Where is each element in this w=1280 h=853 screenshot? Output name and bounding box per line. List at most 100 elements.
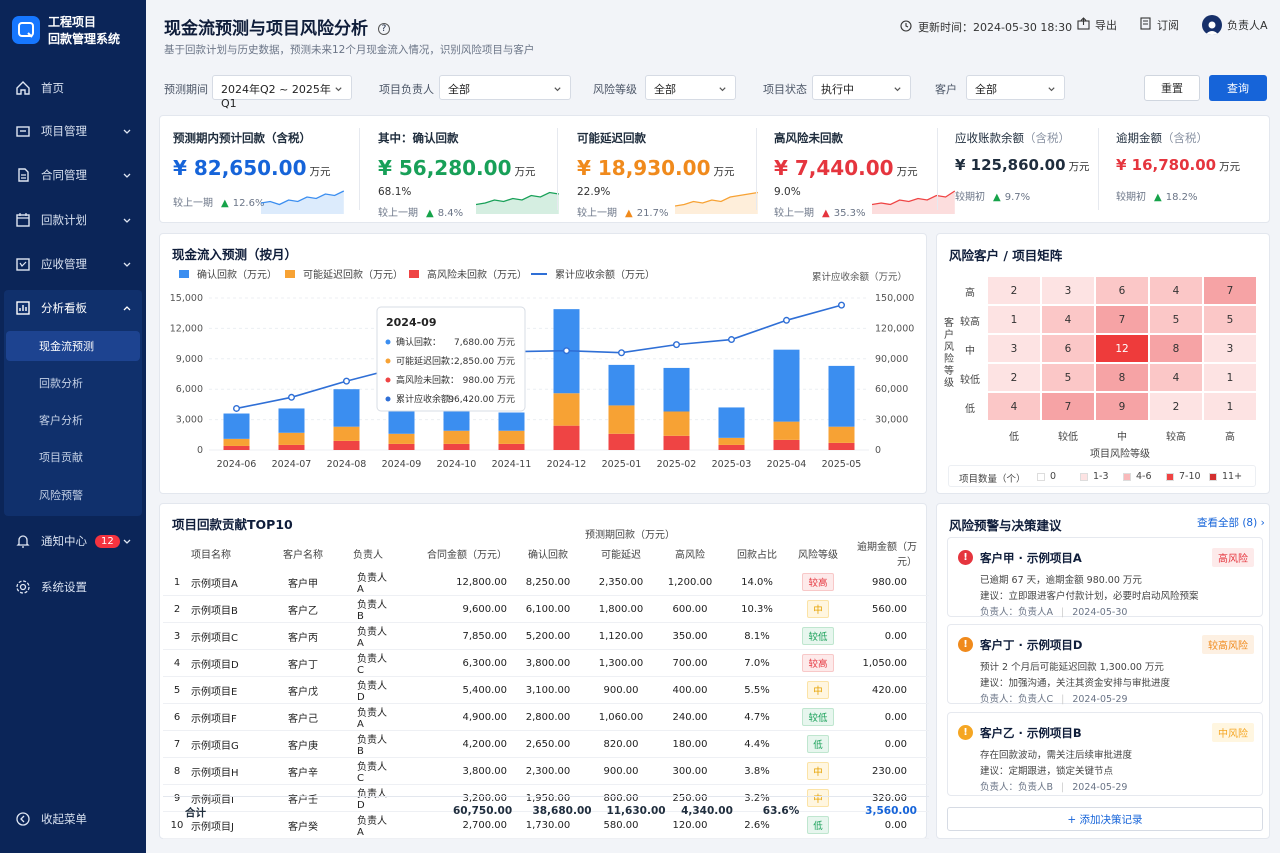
sidebar-subitem-payment-analysis[interactable]: 回款分析 — [39, 377, 83, 390]
sidebar-subitem-risk-alert[interactable]: 风险预警 — [39, 489, 83, 502]
table-row[interactable]: 8 示例项目H 客户辛 负责人C 3,800.00 2,300.00 900.00 300.0… — [163, 757, 929, 785]
matrix-cell[interactable]: 4 — [1150, 364, 1202, 391]
matrix-cell[interactable]: 8 — [1096, 364, 1148, 391]
bar-segment[interactable] — [608, 433, 635, 450]
bar-segment[interactable] — [498, 412, 525, 431]
matrix-cell[interactable]: 4 — [988, 393, 1040, 420]
alert-item[interactable]: ! 客户乙 · 示例项目B 中风险 存在回款波动，需关注后续审批进度 建议：定期跟进，锁… — [947, 712, 1263, 796]
status-select[interactable]: 执行中 — [812, 75, 911, 100]
matrix-cell[interactable]: 2 — [988, 364, 1040, 391]
owner-select[interactable]: 全部 — [439, 75, 571, 100]
sidebar-item-payment-plan[interactable]: 回款计划 — [0, 203, 146, 237]
bar-segment[interactable] — [828, 442, 855, 450]
sidebar-item-notifications[interactable]: 通知中心 12 — [0, 524, 146, 558]
export-button[interactable]: 导出 — [1077, 17, 1117, 33]
matrix-cell[interactable]: 3 — [1204, 335, 1256, 362]
line-point[interactable] — [728, 336, 736, 344]
table-row[interactable]: 4 示例项目D 客户丁 负责人C 6,300.00 3,800.00 1,300.00 700… — [163, 649, 929, 677]
table-row[interactable]: 9 示例项目I 客户壬 负责人D 3,200.00 1,950.00 800.00 250.0… — [163, 784, 929, 812]
matrix-cell[interactable]: 1 — [1204, 393, 1256, 420]
sidebar-subitem-project-contribution[interactable]: 项目贡献 — [39, 451, 83, 464]
alert-item[interactable]: ! 客户甲 · 示例项目A 高风险 已逾期 67 天，逾期金额 980.00 万元 建议… — [947, 537, 1263, 618]
table-row[interactable]: 1 示例项目A 客户甲 负责人A 12,800.00 8,250.00 2,350.00 1,… — [163, 569, 929, 596]
sidebar-item-projects[interactable]: 项目管理 — [0, 114, 146, 148]
bar-segment[interactable] — [333, 426, 360, 441]
matrix-cell[interactable]: 7 — [1204, 277, 1256, 304]
client-select[interactable]: 全部 — [966, 75, 1065, 100]
matrix-cell[interactable]: 7 — [1096, 306, 1148, 333]
matrix-cell[interactable]: 5 — [1204, 306, 1256, 333]
view-all-link[interactable]: 查看全部 (8) › — [1197, 515, 1265, 530]
reset-button[interactable]: 重置 — [1144, 75, 1200, 101]
table-row[interactable]: 6 示例项目F 客户己 负责人A 4,900.00 2,800.00 1,060.00 240… — [163, 703, 929, 731]
table-row[interactable]: 10 示例项目J 客户癸 负责人A 2,700.00 1,730.00 580.00 120.… — [163, 811, 929, 839]
matrix-cell[interactable]: 4 — [1150, 277, 1202, 304]
bar-segment[interactable] — [773, 439, 800, 450]
matrix-cell[interactable]: 1 — [988, 306, 1040, 333]
matrix-cell[interactable]: 7 — [1042, 393, 1094, 420]
bar-segment[interactable] — [553, 393, 580, 426]
matrix-cell[interactable]: 5 — [1150, 306, 1202, 333]
bar-segment[interactable] — [388, 411, 415, 434]
line-point[interactable] — [838, 301, 846, 309]
matrix-cell[interactable]: 2 — [1150, 393, 1202, 420]
subscribe-button[interactable]: 订阅 — [1139, 17, 1179, 33]
line-point[interactable] — [287, 393, 295, 401]
bar-segment[interactable] — [223, 438, 250, 446]
bar-segment[interactable] — [608, 364, 635, 406]
bar-segment[interactable] — [223, 445, 250, 450]
bar-segment[interactable] — [333, 440, 360, 450]
matrix-cell[interactable]: 3 — [1042, 277, 1094, 304]
period-select[interactable]: 2024年Q2 ~ 2025年Q1 — [212, 75, 352, 110]
bar-segment[interactable] — [498, 430, 525, 444]
user-menu[interactable]: 负责人A — [1202, 15, 1268, 35]
bar-segment[interactable] — [718, 444, 745, 450]
table-row[interactable]: 5 示例项目E 客户戊 负责人D 5,400.00 3,100.00 900.00 400.0… — [163, 676, 929, 704]
bar-segment[interactable] — [443, 443, 470, 450]
matrix-cell[interactable]: 9 — [1096, 393, 1148, 420]
risk-select[interactable]: 全部 — [645, 75, 736, 100]
bar-segment[interactable] — [278, 444, 305, 450]
sidebar-item-receivables[interactable]: 应收管理 — [0, 247, 146, 281]
matrix-cell[interactable]: 1 — [1204, 364, 1256, 391]
sidebar-item-settings[interactable]: 系统设置 — [0, 570, 146, 604]
bar-segment[interactable] — [333, 389, 360, 427]
bar-segment[interactable] — [608, 405, 635, 434]
sidebar-item-contracts[interactable]: 合同管理 — [0, 158, 146, 192]
matrix-cell[interactable]: 8 — [1150, 335, 1202, 362]
matrix-cell[interactable]: 4 — [1042, 306, 1094, 333]
line-point[interactable] — [673, 341, 681, 349]
table-row[interactable]: 3 示例项目C 客户丙 负责人A 7,850.00 5,200.00 1,120.00 350… — [163, 622, 929, 650]
bar-segment[interactable] — [498, 443, 525, 450]
bar-segment[interactable] — [828, 426, 855, 443]
bar-segment[interactable] — [773, 421, 800, 440]
bar-segment[interactable] — [663, 435, 690, 450]
bar-segment[interactable] — [553, 425, 580, 450]
bar-segment[interactable] — [388, 443, 415, 450]
line-point[interactable] — [563, 347, 571, 355]
matrix-cell[interactable]: 12 — [1096, 335, 1148, 362]
matrix-cell[interactable]: 5 — [1042, 364, 1094, 391]
matrix-cell[interactable]: 6 — [1096, 277, 1148, 304]
bar-segment[interactable] — [718, 407, 745, 438]
line-point[interactable] — [783, 316, 791, 324]
add-decision-button[interactable]: + 添加决策记录 — [947, 807, 1263, 831]
bar-segment[interactable] — [278, 432, 305, 445]
bar-segment[interactable] — [443, 409, 470, 431]
alert-item[interactable]: ! 客户丁 · 示例项目D 较高风险 预计 2 个月后可能延迟回款 1,300.00 … — [947, 624, 1263, 705]
help-icon[interactable]: ? — [377, 23, 390, 35]
query-button[interactable]: 查询 — [1209, 75, 1267, 101]
collapse-menu-button[interactable]: 收起菜单 — [0, 802, 146, 836]
bar-segment[interactable] — [828, 365, 855, 427]
sidebar-item-analytics[interactable]: 分析看板 — [0, 291, 146, 325]
bar-segment[interactable] — [663, 411, 690, 436]
sidebar-subitem-client-analysis[interactable]: 客户分析 — [39, 414, 83, 427]
matrix-cell[interactable]: 6 — [1042, 335, 1094, 362]
table-row[interactable]: 7 示例项目G 客户庚 负责人B 4,200.00 2,650.00 820.00 180.0… — [163, 730, 929, 758]
bar-segment[interactable] — [223, 413, 250, 439]
matrix-cell[interactable]: 2 — [988, 277, 1040, 304]
matrix-cell[interactable]: 3 — [988, 335, 1040, 362]
bar-segment[interactable] — [718, 437, 745, 445]
line-point[interactable] — [618, 349, 626, 357]
bar-segment[interactable] — [278, 408, 305, 433]
